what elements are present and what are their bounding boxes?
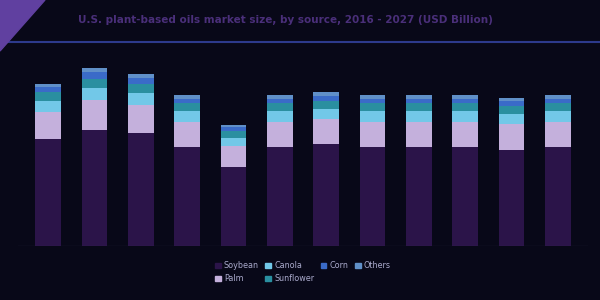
Bar (35, 84, 61, 87)
Text: U.S. plant-based oils market size, by source, 2016 - 2027 (USD Billion): U.S. plant-based oils market size, by so… (78, 15, 493, 25)
Bar (406, 99, 431, 103)
Bar (82, 100, 107, 130)
Bar (267, 111, 293, 122)
Bar (128, 133, 154, 246)
Bar (175, 95, 200, 99)
Bar (406, 111, 431, 122)
Bar (175, 122, 200, 147)
Bar (267, 147, 293, 246)
Bar (545, 111, 571, 122)
Bar (82, 130, 107, 246)
Bar (360, 111, 385, 122)
Bar (499, 114, 524, 124)
Bar (360, 147, 385, 246)
Bar (406, 95, 431, 99)
Bar (545, 122, 571, 147)
Bar (221, 167, 246, 246)
Bar (35, 87, 61, 92)
Bar (406, 147, 431, 246)
Bar (360, 95, 385, 99)
Bar (82, 79, 107, 88)
Bar (175, 103, 200, 111)
Bar (267, 95, 293, 99)
Bar (452, 103, 478, 111)
Bar (175, 147, 200, 246)
Bar (221, 127, 246, 130)
Bar (221, 138, 246, 146)
Bar (360, 103, 385, 111)
Bar (452, 95, 478, 99)
Bar (499, 106, 524, 114)
Bar (313, 96, 339, 100)
Legend: Soybean, Palm, Canola, Sunflower, Corn, Others: Soybean, Palm, Canola, Sunflower, Corn, … (212, 258, 394, 286)
Bar (499, 124, 524, 150)
Bar (221, 125, 246, 127)
Bar (128, 78, 154, 84)
Bar (499, 98, 524, 101)
Bar (128, 93, 154, 105)
Bar (175, 99, 200, 103)
Bar (406, 103, 431, 111)
Bar (313, 100, 339, 109)
Bar (360, 122, 385, 147)
Bar (221, 130, 246, 138)
Bar (267, 103, 293, 111)
Bar (128, 74, 154, 78)
Bar (82, 88, 107, 100)
Bar (545, 147, 571, 246)
Bar (35, 112, 61, 139)
Bar (313, 109, 339, 119)
Bar (406, 122, 431, 147)
Bar (452, 122, 478, 147)
Bar (82, 68, 107, 72)
Bar (452, 111, 478, 122)
Bar (35, 92, 61, 101)
Bar (545, 99, 571, 103)
Bar (175, 111, 200, 122)
Bar (499, 150, 524, 246)
Bar (267, 122, 293, 147)
Bar (221, 146, 246, 167)
Bar (313, 144, 339, 246)
Bar (360, 99, 385, 103)
Bar (452, 99, 478, 103)
Bar (313, 119, 339, 144)
Bar (128, 105, 154, 133)
Bar (128, 84, 154, 93)
Bar (267, 99, 293, 103)
Bar (35, 101, 61, 112)
Bar (545, 103, 571, 111)
Bar (452, 147, 478, 246)
Bar (545, 95, 571, 99)
Bar (82, 72, 107, 79)
Bar (35, 139, 61, 246)
Bar (499, 101, 524, 106)
Bar (313, 92, 339, 96)
